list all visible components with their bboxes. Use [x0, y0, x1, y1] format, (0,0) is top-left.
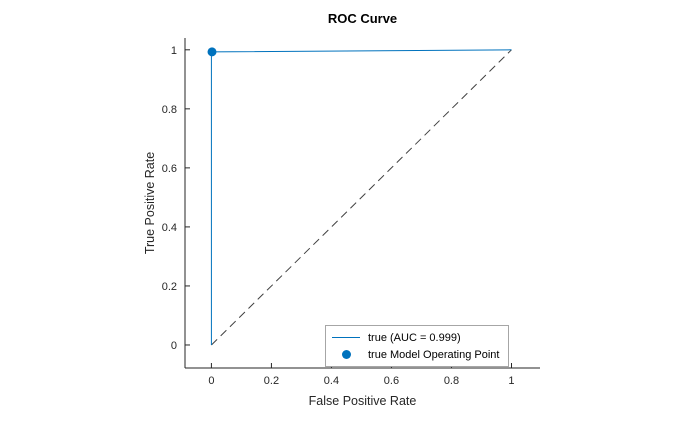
- y-tick-label: 0: [171, 340, 177, 352]
- legend-item-roc-curve: true (AUC = 0.999): [331, 329, 499, 346]
- x-tick-label: 0.6: [384, 375, 399, 387]
- legend-item-operating-point: true Model Operating Point: [331, 346, 499, 363]
- legend-sample-cell: [331, 350, 361, 359]
- legend-line-sample: [332, 337, 360, 338]
- legend-sample-cell: [331, 337, 361, 338]
- legend-label-operating-point: true Model Operating Point: [368, 348, 500, 361]
- x-tick-label: 1: [508, 375, 514, 387]
- x-tick-label: 0.8: [444, 375, 459, 387]
- y-axis-label: True Positive Rate: [143, 151, 157, 255]
- x-tick-label: 0.2: [264, 375, 279, 387]
- y-tick-label: 0.8: [162, 104, 177, 116]
- y-tick-label: 0.6: [162, 163, 177, 175]
- operating-point-marker: [207, 47, 217, 57]
- legend-dot-sample: [341, 350, 351, 359]
- chart-title: ROC Curve: [327, 11, 398, 26]
- legend: true (AUC = 0.999) true Model Operating …: [325, 325, 510, 367]
- y-tick-label: 1: [171, 45, 177, 57]
- y-tick-label: 0.2: [162, 281, 177, 293]
- x-axis-label: False Positive Rate: [308, 394, 417, 408]
- x-tick-label: 0.4: [324, 375, 339, 387]
- reference-diagonal-line: [211, 49, 512, 346]
- y-tick-label: 0.4: [162, 222, 177, 234]
- legend-label-roc-curve: true (AUC = 0.999): [368, 331, 461, 344]
- x-tick-label: 0: [208, 375, 214, 387]
